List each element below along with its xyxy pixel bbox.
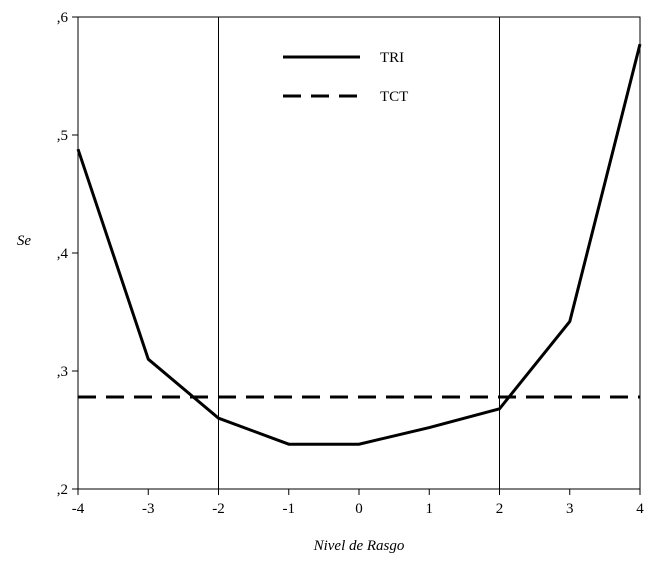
y-axis-title: Se <box>17 233 32 249</box>
x-tick-label: -3 <box>142 501 155 517</box>
y-tick-label: ,2 <box>57 482 68 498</box>
y-tick-label: ,3 <box>57 364 68 380</box>
x-tick-label: 0 <box>355 501 363 517</box>
legend-label-tri: TRI <box>380 50 404 66</box>
y-tick-label: ,6 <box>57 10 69 26</box>
y-axis-ticks: ,2 ,3 ,4 ,5 ,6 <box>57 10 78 498</box>
series-layer <box>76 43 642 446</box>
x-tick-label: -1 <box>283 501 296 517</box>
legend: TRI TCT <box>283 50 408 105</box>
x-tick-label: 1 <box>426 501 434 517</box>
x-axis-title: Nivel de Rasgo <box>313 538 405 554</box>
x-tick-label: 3 <box>566 501 574 517</box>
x-axis-ticks: -4 -3 -2 -1 0 1 2 3 4 <box>72 489 644 517</box>
x-tick-label: 2 <box>496 501 504 517</box>
legend-label-tct: TCT <box>380 89 408 105</box>
x-tick-label: -4 <box>72 501 85 517</box>
x-tick-label: -2 <box>212 501 225 517</box>
y-tick-label: ,4 <box>57 246 69 262</box>
gridlines <box>218 17 500 489</box>
plot-frame <box>77 16 641 490</box>
y-tick-label: ,5 <box>57 128 68 144</box>
series-line-tri <box>76 43 642 446</box>
x-tick-label: 4 <box>636 501 644 517</box>
